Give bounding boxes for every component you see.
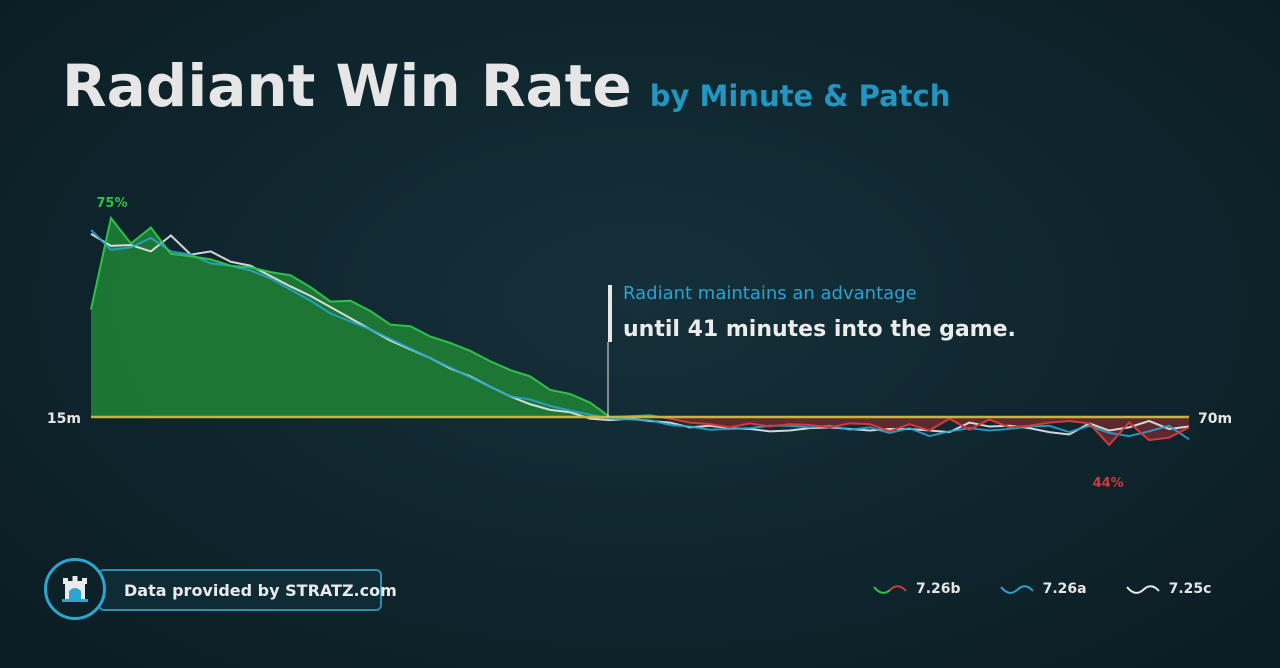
legend-item-7-26b: 7.26b bbox=[872, 581, 961, 597]
annotation-line-1: Radiant maintains an advantage bbox=[623, 283, 917, 304]
annotation-line-2: until 41 minutes into the game. bbox=[623, 317, 1016, 342]
wave-white-icon bbox=[1125, 585, 1160, 594]
chart-legend: 7.26b 7.26a 7.25c bbox=[872, 581, 1211, 597]
page-title: Radiant Win Rate bbox=[62, 52, 632, 120]
series-line-7-26a bbox=[90, 229, 1190, 441]
x-start-label: 15m bbox=[47, 411, 81, 427]
wave-blue-icon bbox=[999, 585, 1034, 594]
legend-label-7-26b: 7.26b bbox=[916, 581, 961, 597]
stratz-logo-icon bbox=[44, 558, 106, 620]
wave-green-red-icon bbox=[873, 585, 907, 594]
data-credit-text: Data provided by STRATZ.com bbox=[124, 581, 397, 600]
data-credit-pill[interactable]: Data provided by STRATZ.com bbox=[98, 569, 397, 611]
legend-item-7-25c: 7.25c bbox=[1125, 581, 1212, 597]
area-below-baseline bbox=[91, 417, 1189, 445]
title-block: Radiant Win Rate by Minute & Patch bbox=[62, 52, 950, 120]
page-subtitle: by Minute & Patch bbox=[649, 79, 951, 113]
series-line-7-26b-below bbox=[608, 417, 1190, 447]
legend-label-7-25c: 7.25c bbox=[1168, 581, 1212, 597]
area-above-baseline bbox=[91, 218, 1189, 417]
trough-label: 44% bbox=[1093, 476, 1124, 491]
x-end-label: 70m bbox=[1198, 411, 1232, 427]
legend-item-7-26a: 7.26a bbox=[999, 581, 1087, 597]
annotation-marker bbox=[608, 285, 612, 342]
legend-label-7-26a: 7.26a bbox=[1042, 581, 1087, 597]
peak-label: 75% bbox=[96, 196, 127, 211]
